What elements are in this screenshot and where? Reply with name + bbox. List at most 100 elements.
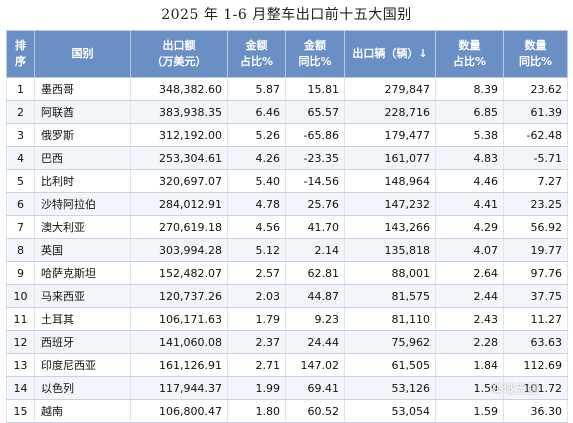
header-value-yoy-line1: 金额 bbox=[304, 39, 326, 52]
cell-qty-yoy: 23.62 bbox=[503, 77, 568, 101]
table-row[interactable]: 1 墨西哥 348,382.60 5.87 15.81 279,847 8.39 23.62 bbox=[6, 77, 568, 101]
cell-rank: 10 bbox=[6, 284, 35, 308]
header-rank-line2: 序 bbox=[15, 55, 26, 68]
cell-value-share: 5.26 bbox=[227, 123, 286, 147]
header-export-units[interactable]: 出口辆（辆）↓ bbox=[344, 30, 436, 78]
cell-value-yoy: 62.81 bbox=[285, 261, 345, 285]
cell-export-value: 303,994.28 bbox=[130, 238, 228, 262]
cell-qty-yoy: 61.39 bbox=[503, 100, 568, 124]
cell-rank: 12 bbox=[6, 330, 35, 354]
cell-value-yoy: 69.41 bbox=[285, 376, 345, 400]
cell-value-share: 2.57 bbox=[227, 261, 286, 285]
table-row[interactable]: 9 哈萨克斯坦 152,482.07 2.57 62.81 88,001 2.64 97.76 bbox=[6, 261, 568, 285]
cell-rank: 9 bbox=[6, 261, 35, 285]
cell-export-value: 253,304.61 bbox=[130, 146, 228, 170]
cell-country: 比利时 bbox=[34, 169, 131, 193]
table-row[interactable]: 12 西班牙 141,060.08 2.37 24.44 75,962 2.28 63.63 bbox=[6, 330, 568, 354]
header-value-share-line1: 金额 bbox=[245, 39, 268, 52]
cell-value-share: 2.03 bbox=[227, 284, 286, 308]
header-country[interactable]: 国别 bbox=[34, 30, 131, 78]
header-qty-share-line2: 占比% bbox=[452, 55, 487, 68]
header-export-value[interactable]: 出口额 （万美元） bbox=[130, 30, 228, 78]
header-qty-yoy-line2: 同比% bbox=[518, 55, 553, 68]
cell-qty-yoy: -5.71 bbox=[503, 146, 568, 170]
header-value-share-line2: 占比% bbox=[239, 55, 274, 68]
header-rank[interactable]: 排 序 bbox=[6, 30, 35, 78]
header-country-label: 国别 bbox=[71, 47, 94, 60]
cell-value-share: 4.26 bbox=[227, 146, 286, 170]
cell-value-yoy: 25.76 bbox=[285, 192, 345, 216]
cell-export-value: 312,192.00 bbox=[130, 123, 228, 147]
cell-export-units: 135,818 bbox=[344, 238, 436, 262]
cell-value-yoy: 65.57 bbox=[285, 100, 345, 124]
cell-qty-share: 1.59 bbox=[435, 376, 504, 400]
cell-value-share: 1.80 bbox=[227, 399, 286, 423]
cell-qty-share: 1.84 bbox=[435, 353, 504, 377]
table-row[interactable]: 15 越南 106,800.47 1.80 60.52 53,054 1.59 36.30 bbox=[6, 399, 568, 423]
cell-qty-yoy: 37.75 bbox=[503, 284, 568, 308]
table-row[interactable]: 11 土耳其 106,171.63 1.79 9.23 81,110 2.43 11.27 bbox=[6, 307, 568, 331]
cell-country: 阿联酋 bbox=[34, 100, 131, 124]
cell-country: 墨西哥 bbox=[34, 77, 131, 101]
cell-export-units: 148,964 bbox=[344, 169, 436, 193]
cell-export-units: 143,266 bbox=[344, 215, 436, 239]
cell-export-value: 161,126.91 bbox=[130, 353, 228, 377]
cell-export-value: 348,382.60 bbox=[130, 77, 228, 101]
header-export-units-label: 出口辆（辆）↓ bbox=[352, 47, 428, 60]
header-export-value-line1: 出口额 bbox=[162, 39, 196, 52]
cell-rank: 6 bbox=[6, 192, 35, 216]
header-value-yoy[interactable]: 金额 同比% bbox=[285, 30, 345, 78]
header-qty-share[interactable]: 数量 占比% bbox=[435, 30, 504, 78]
cell-qty-share: 2.64 bbox=[435, 261, 504, 285]
cell-export-value: 270,619.18 bbox=[130, 215, 228, 239]
header-qty-share-line1: 数量 bbox=[458, 39, 481, 52]
cell-value-share: 1.99 bbox=[227, 376, 286, 400]
cell-country: 土耳其 bbox=[34, 307, 131, 331]
table-row[interactable]: 10 马来西亚 120,737.26 2.03 44.87 81,575 2.44 37.75 bbox=[6, 284, 568, 308]
cell-rank: 11 bbox=[6, 307, 35, 331]
cell-value-share: 6.46 bbox=[227, 100, 286, 124]
cell-qty-share: 8.39 bbox=[435, 77, 504, 101]
cell-qty-yoy: 19.77 bbox=[503, 238, 568, 262]
table-row[interactable]: 3 俄罗斯 312,192.00 5.26 -65.86 179,477 5.38 -62.4… bbox=[6, 123, 568, 147]
header-qty-yoy-line1: 数量 bbox=[524, 39, 547, 52]
cell-export-value: 106,800.47 bbox=[130, 399, 228, 423]
cell-export-units: 53,054 bbox=[344, 399, 436, 423]
cell-country: 英国 bbox=[34, 238, 131, 262]
export-table: 排 序 国别 出口额 （万美元） 金额 占比% 金额 同比% 出口辆（辆）↓ bbox=[6, 30, 568, 423]
cell-qty-yoy: 36.30 bbox=[503, 399, 568, 423]
cell-country: 马来西亚 bbox=[34, 284, 131, 308]
cell-rank: 5 bbox=[6, 169, 35, 193]
table-row[interactable]: 4 巴西 253,304.61 4.26 -23.35 161,077 4.83 -5.71 bbox=[6, 146, 568, 170]
cell-value-yoy: 147.02 bbox=[285, 353, 345, 377]
table-row[interactable]: 14 以色列 117,944.37 1.99 69.41 53,126 1.59 101.72 bbox=[6, 376, 568, 400]
header-value-share[interactable]: 金额 占比% bbox=[227, 30, 286, 78]
table-row[interactable]: 6 沙特阿拉伯 284,012.91 4.78 25.76 147,232 4.41 23.2… bbox=[6, 192, 568, 216]
cell-country: 俄罗斯 bbox=[34, 123, 131, 147]
cell-qty-share: 4.83 bbox=[435, 146, 504, 170]
table-row[interactable]: 8 英国 303,994.28 5.12 2.14 135,818 4.07 19.77 bbox=[6, 238, 568, 262]
cell-export-units: 279,847 bbox=[344, 77, 436, 101]
header-qty-yoy[interactable]: 数量 同比% bbox=[503, 30, 568, 78]
cell-value-yoy: 44.87 bbox=[285, 284, 345, 308]
table-row[interactable]: 5 比利时 320,697.07 5.40 -14.56 148,964 4.46 7.27 bbox=[6, 169, 568, 193]
cell-export-units: 161,077 bbox=[344, 146, 436, 170]
cell-export-units: 147,232 bbox=[344, 192, 436, 216]
cell-value-yoy: 15.81 bbox=[285, 77, 345, 101]
table-row[interactable]: 13 印度尼西亚 161,126.91 2.71 147.02 61,505 1.84 112… bbox=[6, 353, 568, 377]
cell-qty-share: 4.07 bbox=[435, 238, 504, 262]
cell-rank: 3 bbox=[6, 123, 35, 147]
cell-qty-share: 4.41 bbox=[435, 192, 504, 216]
cell-country: 巴西 bbox=[34, 146, 131, 170]
cell-value-yoy: -14.56 bbox=[285, 169, 345, 193]
cell-value-yoy: -23.35 bbox=[285, 146, 345, 170]
table-row[interactable]: 2 阿联酋 383,938.35 6.46 65.57 228,716 6.85 61.39 bbox=[6, 100, 568, 124]
cell-country: 沙特阿拉伯 bbox=[34, 192, 131, 216]
cell-qty-yoy: 7.27 bbox=[503, 169, 568, 193]
cell-export-units: 179,477 bbox=[344, 123, 436, 147]
table-row[interactable]: 7 澳大利亚 270,619.18 4.56 41.70 143,266 4.29 56.92 bbox=[6, 215, 568, 239]
cell-qty-share: 2.43 bbox=[435, 307, 504, 331]
cell-qty-share: 2.44 bbox=[435, 284, 504, 308]
cell-value-yoy: 60.52 bbox=[285, 399, 345, 423]
table-title: 2025 年 1-6 月整车出口前十五大国别 bbox=[161, 7, 412, 23]
